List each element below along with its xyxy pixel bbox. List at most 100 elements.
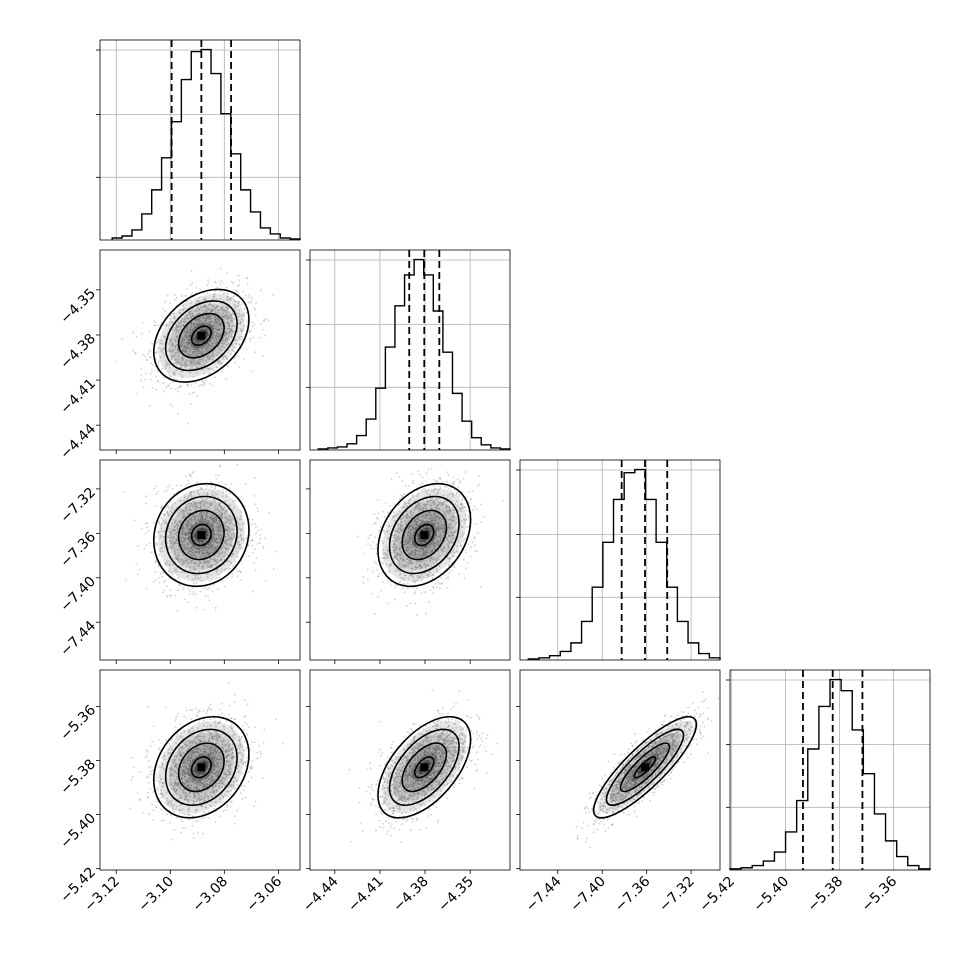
scatter-point [177,514,180,517]
scatter-point [148,404,151,407]
scatter-point [221,282,224,284]
scatter-point [195,533,198,536]
scatter-point [216,569,219,572]
scatter-point [208,372,211,374]
scatter-point [474,544,476,547]
scatter-point [223,309,226,312]
scatter-point [215,559,218,561]
scatter-point [230,562,232,565]
scatter-point [191,546,194,548]
scatter-point [186,532,189,534]
scatter-point [195,371,198,374]
scatter-point [200,346,203,349]
scatter-point [250,523,253,526]
scatter-point [272,568,275,571]
scatter-point [425,612,427,615]
scatter-point [240,529,243,532]
scatter-point [199,329,201,332]
scatter-point [188,310,191,313]
scatter-point [215,319,218,322]
scatter-point [186,317,189,320]
scatter-point [220,558,223,561]
scatter-point [172,374,175,377]
scatter-point [195,286,197,289]
scatter-point [219,526,221,529]
scatter-point [212,524,214,526]
scatter-point [197,345,200,348]
scatter-point [188,310,191,313]
scatter-point [166,364,169,367]
scatter-point [123,491,126,493]
scatter-point [256,529,259,532]
scatter-point [171,380,174,383]
scatter-point [209,557,212,559]
scatter-point [201,541,204,544]
scatter-point [191,526,194,529]
scatter-point [163,355,166,357]
scatter-point [205,530,208,533]
scatter-point [185,346,188,349]
scatter-point [212,527,215,530]
scatter-point [190,316,192,319]
scatter-point [176,523,179,526]
scatter-point [178,308,181,311]
scatter-point [190,367,193,369]
scatter-point [233,524,236,527]
scatter-point [200,309,203,312]
scatter-point [194,568,197,571]
scatter-point [205,319,208,322]
scatter-point [242,541,245,544]
scatter-point [176,558,179,560]
scatter-point [154,324,157,327]
scatter-point [200,328,202,331]
scatter-point [182,336,185,339]
scatter-point [472,509,474,511]
scatter-point [173,508,176,511]
scatter-point [184,321,187,323]
scatter-point [198,317,201,320]
scatter-point [241,329,244,332]
scatter-point [205,317,208,320]
scatter-point [188,528,191,530]
scatter-point [165,363,167,365]
scatter-point [214,521,217,524]
scatter-point [188,538,191,541]
scatter-point [249,337,252,340]
scatter-point [240,518,243,521]
scatter-point [402,493,405,496]
scatter-point [174,521,176,524]
scatter-point [156,341,159,343]
scatter-point [188,310,191,313]
scatter-point [193,535,196,538]
scatter-point [150,551,153,554]
scatter-point [146,359,148,362]
scatter-point [189,505,191,508]
scatter-point [222,339,225,342]
scatter-point [225,317,228,320]
scatter-point [178,311,181,314]
scatter-point [476,507,478,510]
scatter-point [165,323,168,326]
scatter-point [189,562,192,565]
scatter-point [178,311,181,314]
scatter-point [197,324,200,327]
scatter-point [181,528,184,531]
scatter-point [141,321,144,324]
scatter-point [378,529,381,532]
scatter-point [198,548,200,550]
scatter-point [214,608,217,611]
scatter-point [399,580,401,583]
scatter-point [226,525,229,528]
scatter-point [169,501,172,503]
scatter-point [251,590,254,593]
scatter-point [194,320,197,322]
scatter-point [145,544,148,547]
scatter-point [186,383,188,386]
scatter-point [450,569,452,572]
scatter-point [218,521,221,524]
scatter-point [476,532,479,535]
scatter-point [231,319,233,322]
scatter-point [184,366,186,368]
scatter-point [223,524,226,526]
scatter-point [203,328,206,331]
